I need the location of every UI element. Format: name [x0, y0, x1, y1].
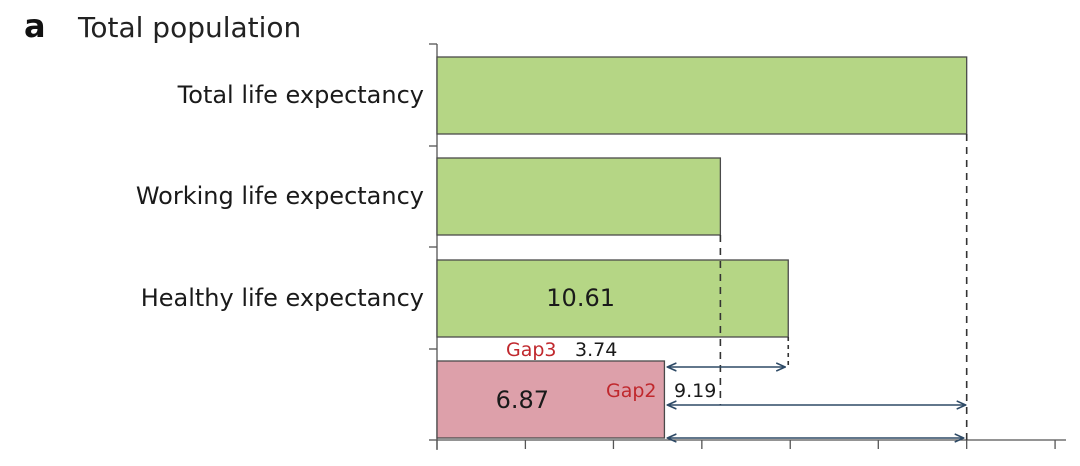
- gap2-value: 9.19: [674, 380, 716, 402]
- chart-title: Total population: [78, 11, 302, 44]
- category-label-healthy: Healthy life expectancy: [141, 284, 424, 312]
- gap3-label: Gap3: [506, 339, 557, 361]
- gap3-value: 3.74: [575, 339, 617, 361]
- panel-letter: a: [24, 7, 46, 45]
- bar-value-pink: 6.87: [496, 386, 549, 414]
- gap2-label: Gap2: [606, 380, 657, 402]
- bar-unlabeled-pink: [436, 360, 666, 439]
- bar-healthy-life-expectancy: [436, 259, 789, 338]
- category-label-total: Total life expectancy: [177, 81, 424, 109]
- bar-working-life-expectancy: [436, 157, 722, 236]
- category-label-working: Working life expectancy: [136, 182, 424, 210]
- bar-total-life-expectancy: [436, 56, 968, 135]
- x-axis-ticks: [436, 440, 1056, 449]
- bar-value-healthy: 10.61: [546, 284, 615, 312]
- y-axis-ticks: [429, 43, 437, 441]
